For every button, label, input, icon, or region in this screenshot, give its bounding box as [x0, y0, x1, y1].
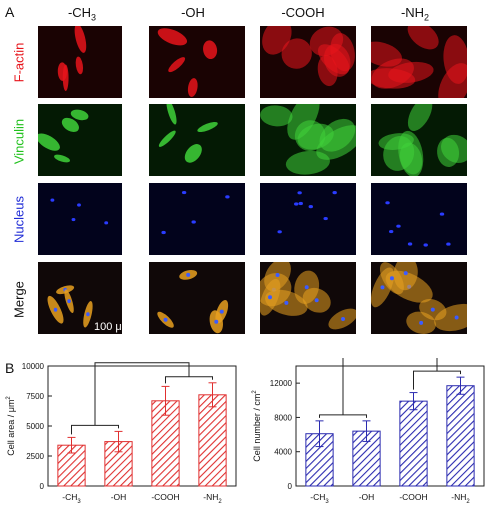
plot-frame — [295, 365, 485, 487]
scale-bar — [98, 342, 126, 344]
micrograph-nucleus-2 — [149, 183, 245, 255]
micrograph-factin-1 — [38, 26, 122, 98]
panel-a-letter: A — [5, 4, 15, 20]
x-tick-label: -NH2 — [451, 492, 470, 505]
y-tick-label: 2500 — [26, 452, 44, 461]
micrograph-factin-3 — [260, 26, 356, 98]
y-axis-label: Cell area / μm2 — [6, 396, 16, 456]
micrograph-nucleus-3 — [260, 183, 356, 255]
significance-bracket — [94, 362, 190, 426]
cell-number-chart: 0 4000 8000 12000 Cell number / cm2 -CH3 -OH -C… — [252, 358, 485, 505]
bar — [198, 394, 227, 487]
x-tick-label: -CH3 — [310, 492, 329, 505]
micrograph-vinculin-4 — [371, 104, 467, 176]
micrograph-nucleus-1 — [38, 183, 122, 255]
cell-area-chart: 0 2500 5000 7500 10000 Cell area / μm2 -CH3 -OH… — [6, 358, 237, 505]
micrograph-factin-4 — [371, 26, 467, 98]
x-tick-label: -NH2 — [203, 492, 222, 505]
y-tick-label: 12000 — [270, 379, 293, 388]
column-header-cooh: -COOH — [281, 5, 325, 20]
significance-bracket — [71, 424, 119, 435]
significance-bracket — [165, 376, 213, 384]
y-tick-label: 7500 — [26, 392, 44, 401]
micrograph-merge-1 — [38, 262, 122, 334]
x-tick-label: -OH — [359, 492, 375, 502]
row-label-merge: Merge — [11, 281, 27, 318]
bar — [399, 400, 428, 487]
x-tick-label: -COOH — [151, 492, 179, 502]
micrograph-merge-3 — [260, 262, 356, 334]
y-tick-label: 10000 — [22, 362, 45, 371]
row-label-nucleus: Nucleus — [11, 196, 27, 243]
row-label-vinculin: Vinculin — [11, 118, 27, 165]
micrograph-vinculin-2 — [149, 104, 245, 176]
micrograph-vinculin-1 — [38, 104, 122, 176]
micrograph-merge-4 — [371, 262, 467, 334]
micrograph-merge-2 — [149, 262, 245, 334]
column-header-nh2: -NH2 — [400, 5, 430, 23]
significance-bracket — [319, 414, 367, 418]
y-tick-label: 8000 — [274, 413, 292, 422]
scale-bar-label: 100 μm — [94, 321, 131, 333]
y-axis-label: Cell number / cm2 — [252, 390, 262, 462]
x-tick-label: -COOH — [399, 492, 427, 502]
y-tick-label: 0 — [40, 482, 45, 491]
bar — [446, 385, 475, 487]
micrograph-factin-2 — [149, 26, 245, 98]
row-label-factin: F-actin — [11, 42, 27, 83]
column-header-ch3: -CH3 — [67, 5, 97, 23]
x-tick-label: -OH — [111, 492, 127, 502]
y-tick-label: 0 — [288, 482, 293, 491]
panel-b-letter: B — [5, 360, 15, 376]
column-header-oh: -OH — [181, 5, 205, 20]
significance-bracket — [342, 358, 438, 415]
y-tick-label: 4000 — [274, 448, 292, 457]
y-tick-label: 5000 — [26, 422, 44, 431]
significance-label: ** — [137, 358, 147, 364]
x-tick-label: -CH3 — [62, 492, 81, 505]
micrograph-vinculin-3 — [260, 104, 356, 176]
micrograph-nucleus-4 — [371, 183, 467, 255]
